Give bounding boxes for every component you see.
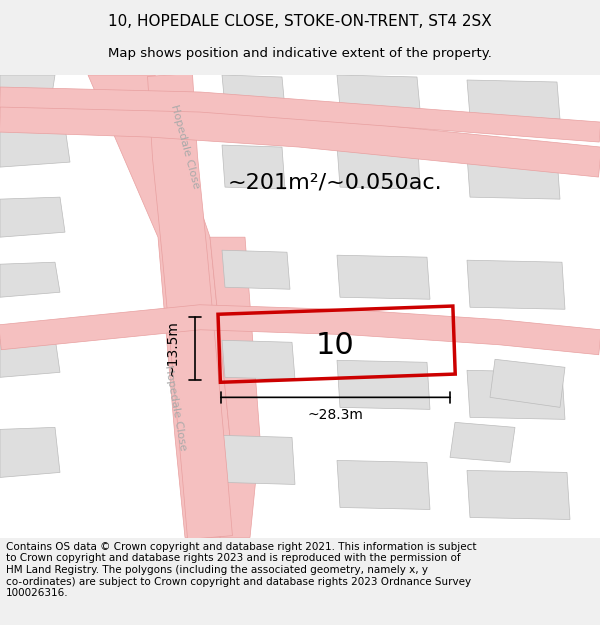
Polygon shape — [210, 237, 260, 538]
Polygon shape — [0, 262, 60, 298]
Polygon shape — [337, 255, 430, 299]
Polygon shape — [0, 305, 600, 355]
Polygon shape — [467, 260, 565, 309]
Polygon shape — [337, 461, 430, 509]
Polygon shape — [450, 422, 515, 462]
Polygon shape — [467, 471, 570, 519]
Polygon shape — [222, 340, 295, 379]
Polygon shape — [467, 80, 560, 119]
Text: Hopedale Close: Hopedale Close — [169, 104, 201, 190]
Polygon shape — [222, 75, 285, 109]
Polygon shape — [467, 155, 560, 199]
Polygon shape — [337, 360, 430, 409]
Text: Hopedale Close: Hopedale Close — [163, 364, 187, 451]
Text: Map shows position and indicative extent of the property.: Map shows position and indicative extent… — [108, 48, 492, 61]
Text: Contains OS data © Crown copyright and database right 2021. This information is : Contains OS data © Crown copyright and d… — [6, 542, 476, 598]
Text: 10: 10 — [316, 331, 355, 360]
Polygon shape — [222, 250, 290, 289]
Polygon shape — [0, 102, 600, 177]
Polygon shape — [337, 145, 420, 189]
Bar — [218, 306, 455, 382]
Polygon shape — [0, 75, 55, 107]
Text: ~13.5m: ~13.5m — [166, 321, 180, 376]
Polygon shape — [222, 436, 295, 484]
Polygon shape — [0, 428, 60, 478]
Polygon shape — [0, 338, 60, 377]
Polygon shape — [467, 371, 565, 419]
Polygon shape — [0, 197, 65, 237]
Polygon shape — [0, 127, 70, 167]
Polygon shape — [222, 145, 285, 189]
Polygon shape — [88, 75, 230, 538]
Polygon shape — [337, 75, 420, 109]
Polygon shape — [490, 359, 565, 408]
Text: ~201m²/~0.050ac.: ~201m²/~0.050ac. — [227, 172, 442, 192]
Text: 10, HOPEDALE CLOSE, STOKE-ON-TRENT, ST4 2SX: 10, HOPEDALE CLOSE, STOKE-ON-TRENT, ST4 … — [108, 14, 492, 29]
Polygon shape — [148, 74, 232, 539]
Text: ~28.3m: ~28.3m — [308, 408, 364, 422]
Polygon shape — [0, 87, 600, 142]
